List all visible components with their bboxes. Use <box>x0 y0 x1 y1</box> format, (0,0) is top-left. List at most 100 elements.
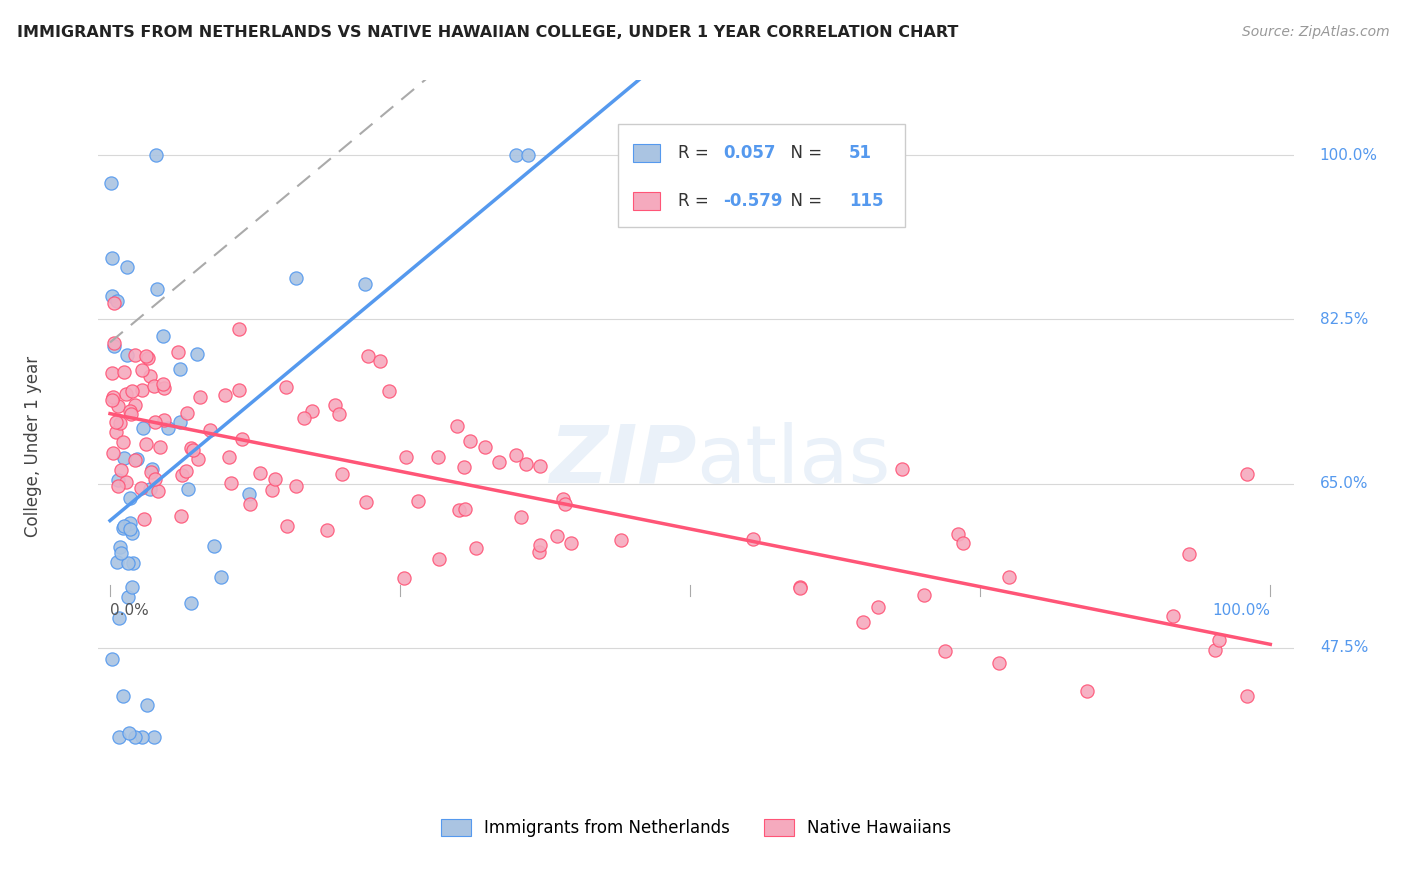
Point <box>284 271 307 285</box>
Point <box>912 588 935 602</box>
Point <box>103 336 125 351</box>
Point <box>264 472 287 486</box>
Point <box>108 540 131 554</box>
Point <box>292 411 315 425</box>
Point <box>111 690 134 704</box>
Point <box>934 644 956 658</box>
Point <box>946 526 969 541</box>
Point <box>560 535 582 549</box>
Text: atlas: atlas <box>696 422 890 500</box>
Point <box>516 148 538 162</box>
Point <box>187 451 209 466</box>
Point <box>228 322 250 336</box>
Point <box>209 570 232 584</box>
Text: ZIP: ZIP <box>548 422 696 500</box>
Point <box>120 516 142 531</box>
Point <box>427 450 450 464</box>
Point <box>111 435 134 450</box>
Point <box>141 462 163 476</box>
Point <box>260 483 283 498</box>
Point <box>301 404 323 418</box>
Point <box>1208 632 1230 647</box>
Point <box>108 730 131 744</box>
Point <box>104 425 127 439</box>
Bar <box>633 192 659 211</box>
Point <box>152 329 174 343</box>
Point <box>110 546 132 560</box>
Point <box>546 529 568 543</box>
Point <box>186 346 208 360</box>
Point <box>170 467 193 482</box>
Point <box>134 512 156 526</box>
Point <box>276 380 298 394</box>
Point <box>107 479 129 493</box>
Text: 82.5%: 82.5% <box>1320 312 1368 326</box>
Point <box>136 351 159 366</box>
Text: -0.579: -0.579 <box>724 192 783 210</box>
Point <box>108 611 131 625</box>
Point <box>998 569 1021 583</box>
Point <box>108 416 131 430</box>
Point <box>112 365 135 379</box>
Point <box>505 448 527 462</box>
Text: College, Under 1 year: College, Under 1 year <box>24 355 42 537</box>
Point <box>378 384 401 398</box>
Point <box>101 366 124 380</box>
Point <box>218 450 240 465</box>
Point <box>325 397 347 411</box>
Point <box>219 476 242 491</box>
Point <box>406 493 429 508</box>
Text: 51: 51 <box>849 144 872 161</box>
Point <box>276 518 298 533</box>
Bar <box>619 124 905 227</box>
Point <box>354 277 377 292</box>
Point <box>105 294 128 309</box>
Point <box>103 390 125 404</box>
Text: N =: N = <box>779 192 827 210</box>
Point <box>176 482 198 496</box>
Point <box>117 348 139 362</box>
Point <box>124 348 146 362</box>
Point <box>1236 690 1258 704</box>
Legend: Immigrants from Netherlands, Native Hawaiians: Immigrants from Netherlands, Native Hawa… <box>434 812 957 844</box>
Point <box>112 450 135 465</box>
Text: R =: R = <box>678 192 714 210</box>
Point <box>115 260 138 274</box>
Text: 0.057: 0.057 <box>724 144 776 161</box>
Point <box>228 383 250 397</box>
Point <box>146 282 169 296</box>
Point <box>142 379 165 393</box>
Point <box>121 580 143 594</box>
Point <box>446 419 468 434</box>
Point <box>204 539 226 553</box>
Point <box>354 495 377 509</box>
Point <box>117 591 139 605</box>
Point <box>249 466 271 480</box>
Point <box>107 473 129 487</box>
Point <box>868 599 890 614</box>
Point <box>122 556 145 570</box>
Point <box>392 571 415 585</box>
Point <box>169 362 191 376</box>
Point <box>1161 608 1184 623</box>
Point <box>505 148 527 162</box>
Point <box>112 519 135 533</box>
Point <box>118 491 141 505</box>
Point <box>131 384 153 398</box>
Point <box>453 460 475 475</box>
Point <box>142 730 165 744</box>
Point <box>132 421 155 435</box>
Bar <box>633 144 659 162</box>
Point <box>610 533 633 547</box>
Text: 47.5%: 47.5% <box>1320 640 1368 655</box>
Point <box>120 522 142 536</box>
Point <box>427 551 450 566</box>
Point <box>395 450 418 464</box>
Point <box>529 459 551 474</box>
Text: Source: ZipAtlas.com: Source: ZipAtlas.com <box>1241 25 1389 39</box>
Point <box>125 451 148 466</box>
Point <box>118 404 141 418</box>
Point <box>152 377 174 392</box>
Point <box>488 455 510 469</box>
Point <box>103 296 125 310</box>
